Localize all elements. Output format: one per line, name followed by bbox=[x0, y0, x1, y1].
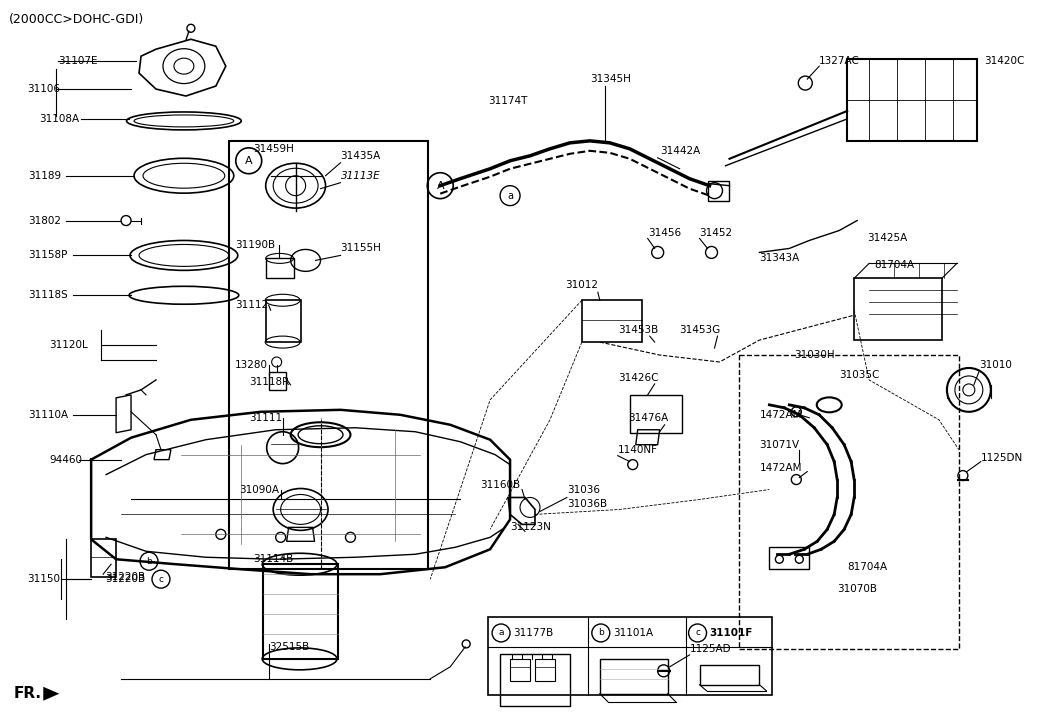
Text: 31120L: 31120L bbox=[49, 340, 88, 350]
Text: 31158P: 31158P bbox=[29, 250, 68, 260]
Text: 31106: 31106 bbox=[28, 84, 61, 94]
Text: 32515B: 32515B bbox=[269, 642, 309, 652]
Text: 1472AM: 1472AM bbox=[759, 410, 802, 419]
Text: 31220B: 31220B bbox=[105, 572, 146, 582]
Text: 31453B: 31453B bbox=[618, 325, 658, 335]
Text: a: a bbox=[507, 190, 513, 201]
Text: 31802: 31802 bbox=[29, 215, 62, 225]
Text: 81704A: 81704A bbox=[847, 562, 888, 572]
Text: 81704A: 81704A bbox=[874, 260, 914, 270]
Text: 31160B: 31160B bbox=[480, 480, 520, 489]
Text: 1125DN: 1125DN bbox=[981, 453, 1023, 462]
Text: 31110A: 31110A bbox=[29, 410, 68, 419]
Text: 31174T: 31174T bbox=[488, 96, 527, 106]
Text: 31442A: 31442A bbox=[660, 146, 699, 156]
Text: 31071V: 31071V bbox=[759, 440, 799, 450]
Text: 1327AC: 1327AC bbox=[820, 56, 860, 66]
Polygon shape bbox=[44, 687, 60, 701]
Text: 31190B: 31190B bbox=[235, 241, 275, 251]
Text: 31113E: 31113E bbox=[340, 171, 381, 181]
Text: 31220B: 31220B bbox=[105, 574, 146, 585]
Text: 31101F: 31101F bbox=[709, 628, 753, 638]
Text: 31114B: 31114B bbox=[253, 554, 293, 564]
Text: 31425A: 31425A bbox=[867, 233, 908, 244]
Text: 31070B: 31070B bbox=[838, 584, 877, 594]
Text: 31112: 31112 bbox=[235, 300, 268, 310]
Text: 31111: 31111 bbox=[249, 413, 282, 423]
Text: 31426C: 31426C bbox=[618, 373, 658, 383]
Text: 31101A: 31101A bbox=[612, 628, 653, 638]
Text: 1140NF: 1140NF bbox=[618, 445, 658, 454]
Text: A: A bbox=[437, 181, 444, 190]
Text: 31456: 31456 bbox=[647, 228, 680, 238]
Text: 31108A: 31108A bbox=[39, 114, 80, 124]
Text: (2000CC>DOHC-GDI): (2000CC>DOHC-GDI) bbox=[10, 13, 145, 26]
Text: 31476A: 31476A bbox=[628, 413, 668, 423]
Text: FR.: FR. bbox=[14, 686, 41, 702]
Text: 31090A: 31090A bbox=[239, 484, 279, 494]
Text: 31036: 31036 bbox=[567, 484, 600, 494]
Text: 31435A: 31435A bbox=[340, 150, 381, 161]
Text: 31345H: 31345H bbox=[590, 74, 630, 84]
Text: 31010: 31010 bbox=[979, 360, 1012, 370]
Text: 31343A: 31343A bbox=[759, 254, 799, 263]
Text: 94460: 94460 bbox=[49, 454, 82, 465]
Text: b: b bbox=[598, 628, 604, 638]
Text: 1472AM: 1472AM bbox=[759, 462, 802, 473]
Text: a: a bbox=[499, 628, 504, 638]
Text: 31155H: 31155H bbox=[340, 244, 382, 254]
Text: b: b bbox=[146, 557, 152, 566]
Text: 31118R: 31118R bbox=[249, 377, 289, 387]
Text: 31107E: 31107E bbox=[58, 56, 98, 66]
Text: 31459H: 31459H bbox=[253, 144, 293, 154]
Text: 31150: 31150 bbox=[28, 574, 61, 585]
Text: 31030H: 31030H bbox=[794, 350, 834, 360]
Text: 31118S: 31118S bbox=[29, 290, 68, 300]
Text: c: c bbox=[695, 628, 701, 638]
Text: 31189: 31189 bbox=[29, 171, 62, 181]
Text: 31177B: 31177B bbox=[513, 628, 554, 638]
Text: 31453G: 31453G bbox=[679, 325, 721, 335]
Text: 31036B: 31036B bbox=[567, 499, 607, 510]
Text: 31012: 31012 bbox=[564, 281, 597, 290]
Text: 31452: 31452 bbox=[699, 228, 732, 238]
Text: 13280: 13280 bbox=[235, 360, 268, 370]
Text: A: A bbox=[244, 156, 253, 166]
Text: c: c bbox=[158, 574, 164, 584]
Text: 1125AD: 1125AD bbox=[690, 644, 731, 654]
Text: 31035C: 31035C bbox=[839, 370, 879, 380]
Text: 31123N: 31123N bbox=[510, 523, 551, 532]
Text: 31420C: 31420C bbox=[984, 56, 1024, 66]
